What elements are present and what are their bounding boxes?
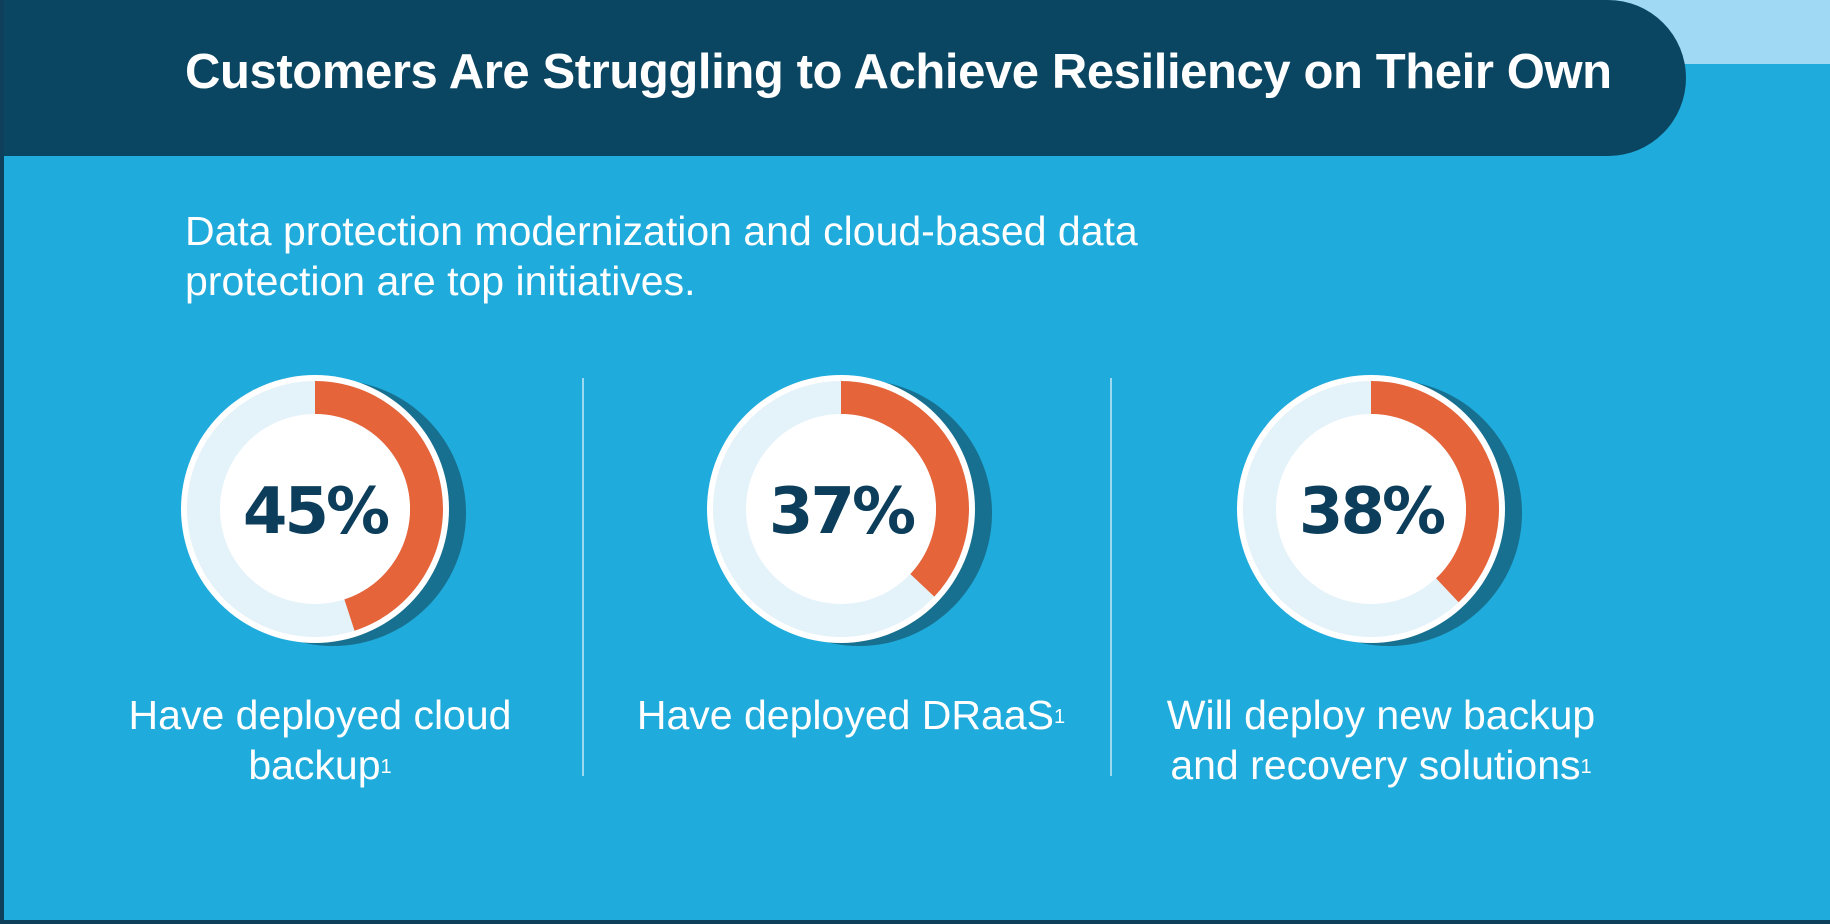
column-divider-2	[1110, 378, 1112, 776]
donut-value-arc	[1371, 381, 1499, 603]
donut-percent-label: 45%	[243, 475, 389, 549]
stat-label-text: Will deploy new backup and recovery solu…	[1166, 692, 1596, 788]
donut-value-arc	[841, 381, 969, 597]
donut-chart-1: 45%	[181, 375, 466, 646]
stat-label-1: Have deployed cloud backup1	[70, 690, 570, 790]
bottom-edge-border	[0, 920, 1830, 924]
page-subtitle: Data protection modernization and cloud-…	[185, 208, 1138, 304]
donut-inner	[220, 414, 410, 604]
stat-label-text: Have deployed DRaaS	[636, 692, 1054, 738]
stat-label-3: Will deploy new backup and recovery solu…	[1131, 690, 1631, 790]
donut-inner	[746, 414, 936, 604]
stat-label-2: Have deployed DRaaS1	[601, 690, 1101, 740]
header-band	[4, 0, 1686, 156]
footnote-marker: 1	[1053, 706, 1066, 728]
donut-chart-2: 37%	[707, 375, 992, 646]
donut-chart-3: 38%	[1237, 375, 1522, 646]
stat-label-text: Have deployed cloud backup	[128, 692, 512, 788]
donut-percent-label: 37%	[769, 475, 915, 549]
footnote-marker: 1	[380, 756, 392, 778]
donut-percent-label: 38%	[1299, 475, 1445, 549]
donut-inner	[1276, 414, 1466, 604]
left-edge-border	[0, 0, 4, 924]
donut-value-arc	[315, 381, 443, 631]
footnote-marker: 1	[1580, 756, 1592, 778]
column-divider-1	[582, 378, 584, 776]
page-title: Customers Are Struggling to Achieve Resi…	[185, 45, 1612, 99]
